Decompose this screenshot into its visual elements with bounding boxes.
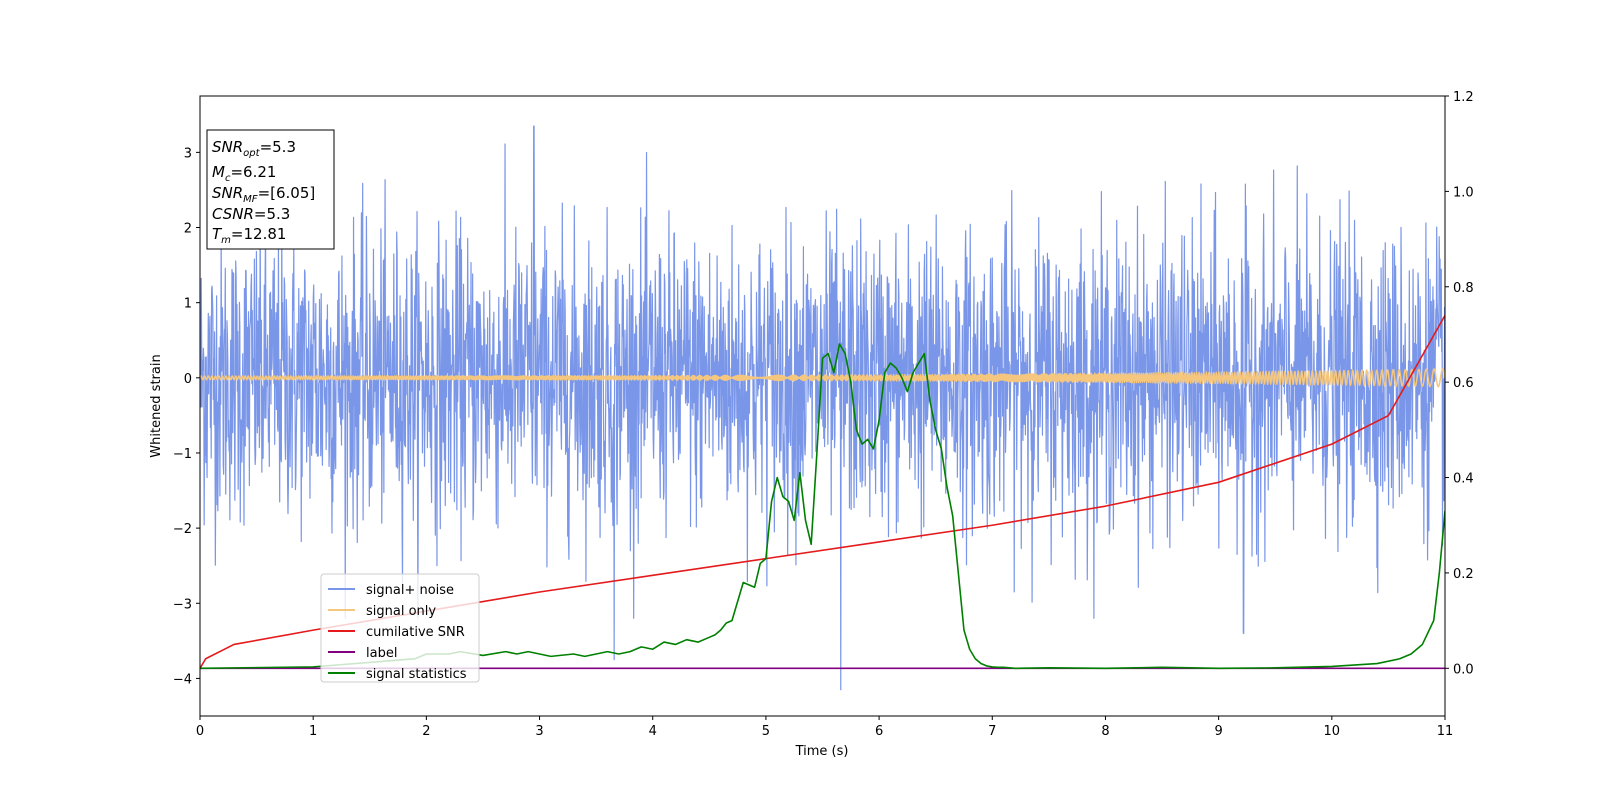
legend-frame xyxy=(320,573,480,683)
x-tick-label: 0 xyxy=(196,724,204,739)
series-signal-only xyxy=(200,368,1445,388)
x-tick-label: 11 xyxy=(1437,724,1454,739)
y2-tick-label: 1.0 xyxy=(1453,185,1474,200)
x-axis: 0 1 2 3 4 5 6 7 8 9 10 11 xyxy=(196,716,1453,739)
annotation-box: SNRopt=5.3 Mc=6.21 SNRMF=[6.05] CSNR=5.3… xyxy=(206,129,335,250)
legend-label: label xyxy=(366,646,397,661)
x-tick-label: 1 xyxy=(309,724,317,739)
y-tick-label: −1 xyxy=(173,447,192,462)
legend-label: signal statistics xyxy=(366,667,467,682)
y2-tick-label: 0.2 xyxy=(1453,567,1474,582)
y-tick-label: 0 xyxy=(184,372,192,387)
x-tick-label: 2 xyxy=(422,724,430,739)
x-tick-label: 7 xyxy=(988,724,996,739)
y-tick-label: −4 xyxy=(173,672,192,687)
y2-tick-label: 0.0 xyxy=(1453,662,1474,677)
annotation-mc: Mc=6.21 xyxy=(212,163,276,184)
legend-label: signal+ noise xyxy=(366,583,454,598)
x-tick-label: 4 xyxy=(649,724,657,739)
y-axis-left: −4 −3 −2 −1 0 1 2 3 xyxy=(173,146,200,687)
y-tick-label: 3 xyxy=(184,146,192,161)
y2-tick-label: 1.2 xyxy=(1453,90,1474,105)
series-signal-statistics xyxy=(200,343,1445,670)
annotation-snr-mf: SNRMF=[6.05] xyxy=(212,184,315,205)
x-tick-label: 9 xyxy=(1214,724,1222,739)
y2-tick-label: 0.8 xyxy=(1453,281,1474,296)
y2-tick-label: 0.4 xyxy=(1453,472,1474,487)
legend-item: label xyxy=(328,646,397,661)
annotation-tm: Tm=12.81 xyxy=(212,225,286,246)
annotation-snr-opt: SNRopt=5.3 xyxy=(212,138,296,159)
annotation-csnr: CSNR=5.3 xyxy=(212,205,290,223)
y2-tick-label: 0.6 xyxy=(1453,376,1474,391)
y-tick-label: −3 xyxy=(173,597,192,612)
y-axis-label: Whitened strain xyxy=(149,354,164,457)
x-axis-label: Time (s) xyxy=(795,744,849,759)
y-tick-label: 2 xyxy=(184,222,192,237)
legend-item: cumilative SNR xyxy=(328,625,465,640)
legend-item: signal statistics xyxy=(328,667,467,682)
plot-frame xyxy=(199,95,1446,717)
y-tick-label: −2 xyxy=(173,522,192,537)
y-axis-right: 0.0 0.2 0.4 0.6 0.8 1.0 1.2 xyxy=(1445,90,1474,677)
legend-label: signal only xyxy=(366,604,436,619)
legend-item: signal+ noise xyxy=(328,583,454,598)
x-tick-label: 5 xyxy=(762,724,770,739)
legend-label: cumilative SNR xyxy=(366,625,465,640)
y-tick-label: 1 xyxy=(184,297,192,312)
x-tick-label: 6 xyxy=(875,724,883,739)
x-tick-label: 10 xyxy=(1324,724,1341,739)
legend: signal+ noise signal only cumilative SNR la… xyxy=(320,573,480,683)
legend-item: signal only xyxy=(328,604,436,619)
x-tick-label: 3 xyxy=(535,724,543,739)
x-tick-label: 8 xyxy=(1101,724,1109,739)
